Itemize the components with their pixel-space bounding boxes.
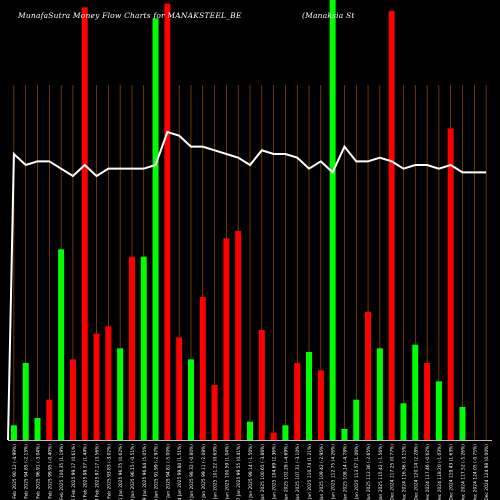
x-tick-label: 27 Jan 2025 94.81 (-5.00%) bbox=[165, 444, 171, 500]
flow-bar bbox=[140, 256, 147, 440]
flow-bar bbox=[258, 330, 265, 440]
flow-bar bbox=[46, 399, 53, 440]
x-tick-label: 27 Dec 2024 120.14 (2.28%) bbox=[413, 444, 419, 500]
flow-bar bbox=[459, 407, 466, 440]
x-tick-label: 07 Feb 2025 100.35 (1.19%) bbox=[59, 444, 65, 500]
flow-bar bbox=[365, 311, 372, 440]
flow-bar bbox=[424, 363, 431, 440]
money-flow-line bbox=[7, 130, 487, 441]
x-tick-label: 03 Feb 2025 93.83 (-3.02%) bbox=[106, 444, 112, 500]
x-tick-label: 02 Jan 2025 112.36 (-2.65%) bbox=[366, 444, 372, 500]
x-tick-label: 12 Feb 2025 94.85 (-2.13%) bbox=[24, 444, 30, 500]
x-tick-label: 17 Jan 2025 99.55 (0.41%) bbox=[236, 444, 242, 500]
flow-bar bbox=[199, 297, 206, 440]
x-tick-label: 05 Feb 2025 98.57 (1.44%) bbox=[83, 444, 89, 500]
x-tick-label: 03 Jan 2025 113.57 (1.08%) bbox=[354, 444, 360, 500]
flow-bar bbox=[152, 18, 159, 440]
x-tick-label: 30 Dec 2024 116.36 (-3.15%) bbox=[401, 444, 407, 500]
flow-bar bbox=[353, 399, 360, 440]
chart-subtitle: (Manaksia St bbox=[302, 11, 355, 20]
x-tick-label: 08 Jan 2025 109.42 (-2.95%) bbox=[319, 444, 325, 500]
x-tick-label: 13 Feb 2025 90.12 (-4.99%) bbox=[12, 444, 18, 500]
flow-bar bbox=[128, 256, 135, 440]
x-tick-label: 20 Dec 2024 117.52 (-5.26%) bbox=[460, 444, 466, 500]
x-tick-label: 29 Jan 2025 96.64 (5.05%) bbox=[142, 444, 148, 500]
flow-bar bbox=[93, 333, 100, 440]
x-tick-label: 10 Jan 2025 107.31 (-3.10%) bbox=[295, 444, 301, 500]
flow-bar bbox=[187, 359, 194, 440]
x-tick-label: 31 Jan 2025 96.75 (0.62%) bbox=[118, 444, 124, 500]
flow-bar bbox=[447, 128, 454, 441]
x-tick-label: 04 Feb 2025 97.17 (3.56%) bbox=[95, 444, 101, 500]
flow-bar bbox=[164, 3, 171, 441]
flow-bar bbox=[235, 231, 242, 440]
flow-bar bbox=[270, 432, 277, 440]
x-tick-labels: 13 Feb 2025 90.12 (-4.99%) 12 Feb 2025 94… bbox=[12, 444, 490, 500]
x-tick-label: 18 Dec 2024 124.98 (0.00%) bbox=[484, 444, 490, 500]
bar-series bbox=[10, 0, 466, 441]
flow-bar bbox=[105, 326, 112, 440]
flow-bar bbox=[329, 0, 336, 440]
x-tick-label: 28 Jan 2025 91.99 (-2.97%) bbox=[154, 444, 160, 500]
x-tick-label: 11 Feb 2025 96.91 (-3.04%) bbox=[36, 444, 42, 500]
x-tick-label: 06 Jan 2025 108.14 (-4.78%) bbox=[342, 444, 348, 500]
flow-bar bbox=[294, 363, 301, 440]
x-tick-label: 23 Jan 2025 98.32 (-0.80%) bbox=[189, 444, 195, 500]
x-tick-label: 01 Jan 2025 115.42 (-1.56%) bbox=[378, 444, 384, 500]
x-tick-label: 10 Feb 2025 99.95 (-0.40%) bbox=[47, 444, 53, 500]
x-tick-label: 13 Jan 2025 102.28 (-4.69%) bbox=[283, 444, 289, 500]
x-tick-label: 14 Jan 2025 104.69 (2.36%) bbox=[272, 444, 278, 500]
flow-bar bbox=[58, 249, 65, 440]
flow-bar bbox=[117, 348, 124, 440]
flow-bar bbox=[34, 418, 41, 440]
flow-bar bbox=[81, 7, 88, 440]
flow-bar bbox=[223, 238, 230, 440]
flow-bar bbox=[376, 348, 383, 440]
x-tick-label: 30 Jan 2025 96.15 (-0.51%) bbox=[130, 444, 136, 500]
flow-bar bbox=[211, 385, 218, 440]
x-tick-label: 26 Dec 2024 117.46 (-0.62%) bbox=[425, 444, 431, 500]
x-tick-label: 24 Dec 2024 118.20 (-1.03%) bbox=[437, 444, 443, 500]
flow-bar bbox=[247, 421, 253, 440]
x-tick-label: 22 Jan 2025 99.11 (-2.08%) bbox=[201, 444, 207, 500]
flow-bar bbox=[341, 429, 348, 440]
x-tick-label: 19 Dec 2024 124.05 (-0.75%) bbox=[472, 444, 478, 500]
chart-title: MunafaSutra Money Flow Charts for MANAKS… bbox=[18, 11, 242, 20]
flow-bar bbox=[317, 370, 324, 440]
flow-bar bbox=[69, 359, 76, 440]
flow-bar bbox=[435, 381, 442, 440]
x-tick-label: 21 Jan 2025 101.22 (0.63%) bbox=[213, 444, 219, 500]
x-tick-label: 09 Jan 2025 110.74 (1.21%) bbox=[307, 444, 313, 500]
x-tick-label: 20 Jan 2025 100.59 (1.04%) bbox=[224, 444, 230, 500]
x-tick-label: 16 Jan 2025 99.14 (-1.50%) bbox=[248, 444, 254, 500]
flow-bar bbox=[176, 337, 183, 440]
flow-bar bbox=[10, 425, 17, 440]
x-tick-label: 31 Dec 2024 117.25 (0.77%) bbox=[390, 444, 396, 500]
flow-bar bbox=[400, 403, 407, 440]
x-tick-label: 24 Jan 2025 99.80 (1.51%) bbox=[177, 444, 183, 500]
x-tick-label: 15 Jan 2025 100.65 (-3.86%) bbox=[260, 444, 266, 500]
x-tick-label: 07 Jan 2025 112.75 (4.26%) bbox=[331, 444, 337, 500]
x-tick-label: 06 Feb 2025 99.17 (0.61%) bbox=[71, 444, 77, 500]
flow-bar bbox=[412, 344, 419, 440]
flow-bar bbox=[22, 363, 29, 440]
flow-bar bbox=[388, 11, 395, 440]
flow-bar bbox=[282, 425, 289, 440]
x-tick-label: 23 Dec 2024 119.43 (1.63%) bbox=[449, 444, 455, 500]
flow-bar bbox=[306, 352, 313, 440]
